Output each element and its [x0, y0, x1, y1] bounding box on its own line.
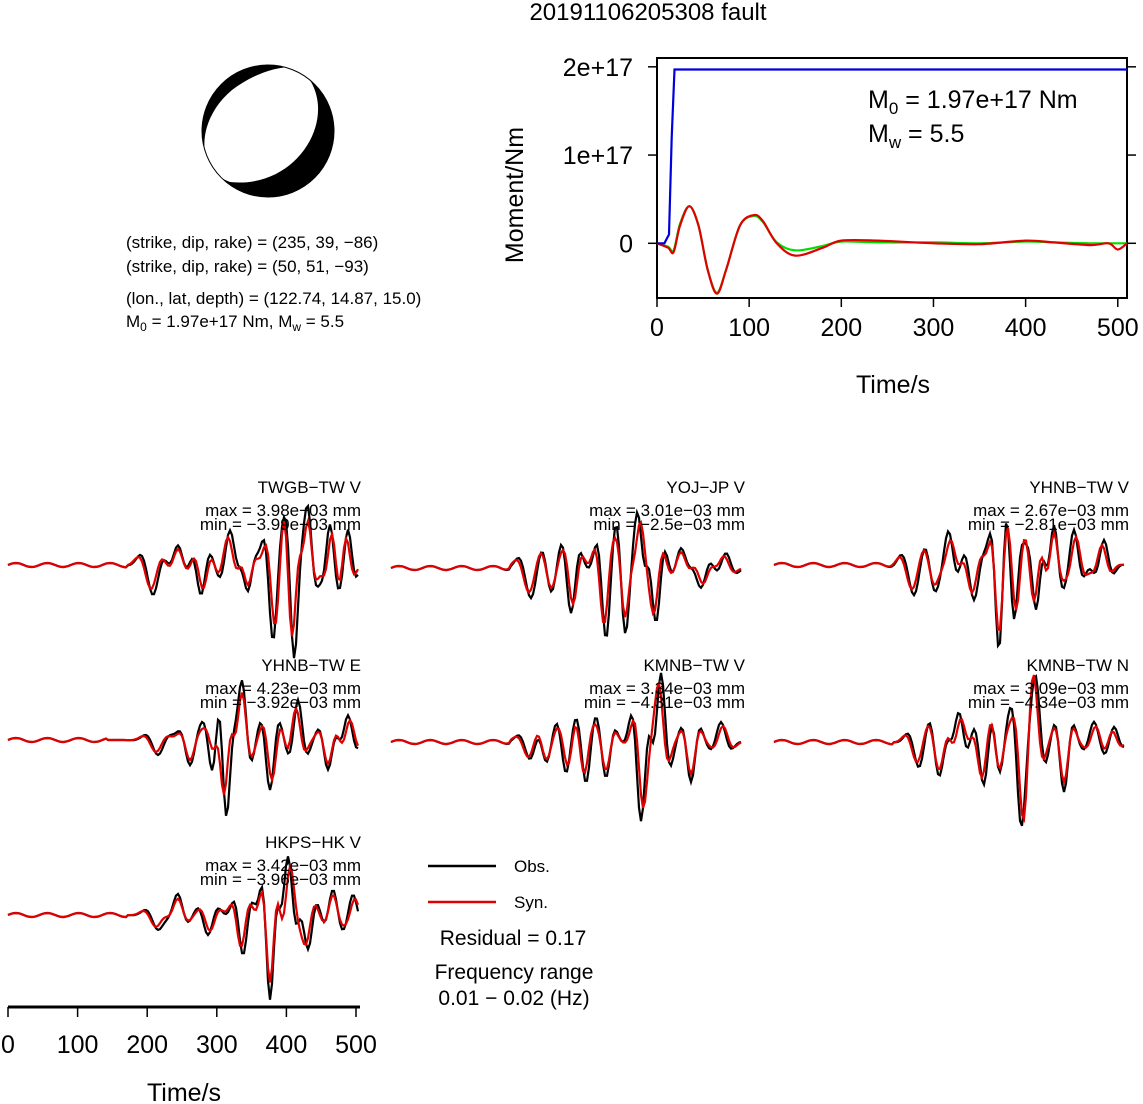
- beachball-dilatational: [204, 66, 319, 183]
- synthetic-waveform: [773, 527, 1124, 632]
- synthetic-waveform: [390, 680, 742, 809]
- stf-xlabel: Time/s: [856, 371, 930, 399]
- station-label: TWGB−TW V: [258, 478, 362, 497]
- amplitude-min: min = −3.96e−03 mm: [200, 870, 361, 889]
- stf-ytick-label: 2e+17: [563, 54, 633, 82]
- legend-syn-label: Syn.: [514, 893, 548, 912]
- station-label: YHNB−TW V: [1029, 478, 1129, 497]
- waveform-xlabel: Time/s: [147, 1079, 221, 1104]
- synthetic-waveform: [773, 674, 1125, 824]
- synthetic-waveform: [7, 692, 360, 795]
- stf-ytick-label: 1e+17: [563, 142, 633, 170]
- amplitude-min: min = −4.31e−03 mm: [584, 693, 745, 712]
- station-label: KMNB−TW V: [643, 656, 745, 675]
- waveform-xtick-label: 200: [126, 1031, 168, 1059]
- amplitude-min: min = −2.5e−03 mm: [593, 515, 745, 534]
- waveform-xtick-label: 300: [196, 1031, 238, 1059]
- amplitude-min: min = −3.92e−03 mm: [200, 693, 361, 712]
- figure-title: 20191106205308 fault: [529, 0, 766, 26]
- beachball: [201, 64, 335, 198]
- residual-text: Residual = 0.17: [440, 927, 587, 950]
- synthetic-waveform: [7, 862, 360, 983]
- amplitude-max: max = 3.01e−03 mm: [589, 501, 745, 520]
- legend-obs-label: Obs.: [514, 857, 550, 876]
- stf-xtick-label: 100: [728, 314, 770, 342]
- nodal-plane-1: (strike, dip, rake) = (235, 39, −86): [126, 233, 378, 252]
- frequency-value: 0.01 − 0.02 (Hz): [438, 987, 589, 1010]
- amplitude-max: max = 4.23e−03 mm: [205, 679, 361, 698]
- amplitude-min: min = −4.34e−03 mm: [968, 693, 1129, 712]
- amplitude-min: min = −3.99e−03 mm: [200, 515, 361, 534]
- stf-annotation-m0: M0 = 1.97e+17 Nm: [868, 86, 1078, 118]
- waveform-xtick-label: 400: [266, 1031, 308, 1059]
- waveform-xtick-label: 500: [335, 1031, 377, 1059]
- amplitude-max: max = 3.42e−03 mm: [205, 856, 361, 875]
- stf-xtick-label: 0: [650, 314, 664, 342]
- stf-ylabel: Moment/Nm: [501, 127, 529, 263]
- frequency-title: Frequency range: [435, 961, 594, 984]
- nodal-plane-2: (strike, dip, rake) = (50, 51, −93): [126, 257, 369, 276]
- stf-xtick-label: 500: [1097, 314, 1139, 342]
- waveform-xtick-label: 0: [1, 1031, 15, 1059]
- station-label: HKPS−HK V: [265, 833, 362, 852]
- amplitude-max: max = 3.09e−03 mm: [973, 679, 1129, 698]
- legend: Obs. Syn.: [428, 857, 550, 912]
- station-label: KMNB−TW N: [1027, 656, 1129, 675]
- waveform-xtick-label: 100: [57, 1031, 99, 1059]
- stf-xtick-label: 200: [820, 314, 862, 342]
- amplitude-max: max = 3.98e−03 mm: [205, 501, 361, 520]
- stf-moment-line: [657, 68, 1127, 245]
- stf-ytick-label: 0: [619, 230, 633, 258]
- station-label: YOJ−JP V: [666, 478, 745, 497]
- stf-green-line: [656, 205, 1127, 294]
- source-location: (lon., lat, depth) = (122.74, 14.87, 15.…: [126, 289, 421, 308]
- synthetic-waveform: [390, 520, 742, 624]
- stf-frame: [656, 57, 1128, 299]
- stf-xtick-label: 400: [1005, 314, 1047, 342]
- station-label: YHNB−TW E: [261, 656, 361, 675]
- moment-summary: M0 = 1.97e+17 Nm, Mw = 5.5: [126, 312, 344, 334]
- synthetic-waveform: [7, 516, 359, 637]
- amplitude-max: max = 2.67e−03 mm: [973, 501, 1129, 520]
- stf-annotation-mw: Mw = 5.5: [868, 120, 964, 152]
- amplitude-min: min = −2.81e−03 mm: [968, 515, 1129, 534]
- waveform-time-axis: 0 100 200 300 400 500 Time/s: [1, 1005, 377, 1104]
- amplitude-max: max = 3.34e−03 mm: [589, 679, 745, 698]
- stf-red-line: [656, 205, 1128, 295]
- stf-chart: 0 100 200 300 400 500 0 1e+17 2e+17 M0 = 1.97e+1…: [501, 54, 1139, 399]
- stf-xtick-label: 300: [913, 314, 955, 342]
